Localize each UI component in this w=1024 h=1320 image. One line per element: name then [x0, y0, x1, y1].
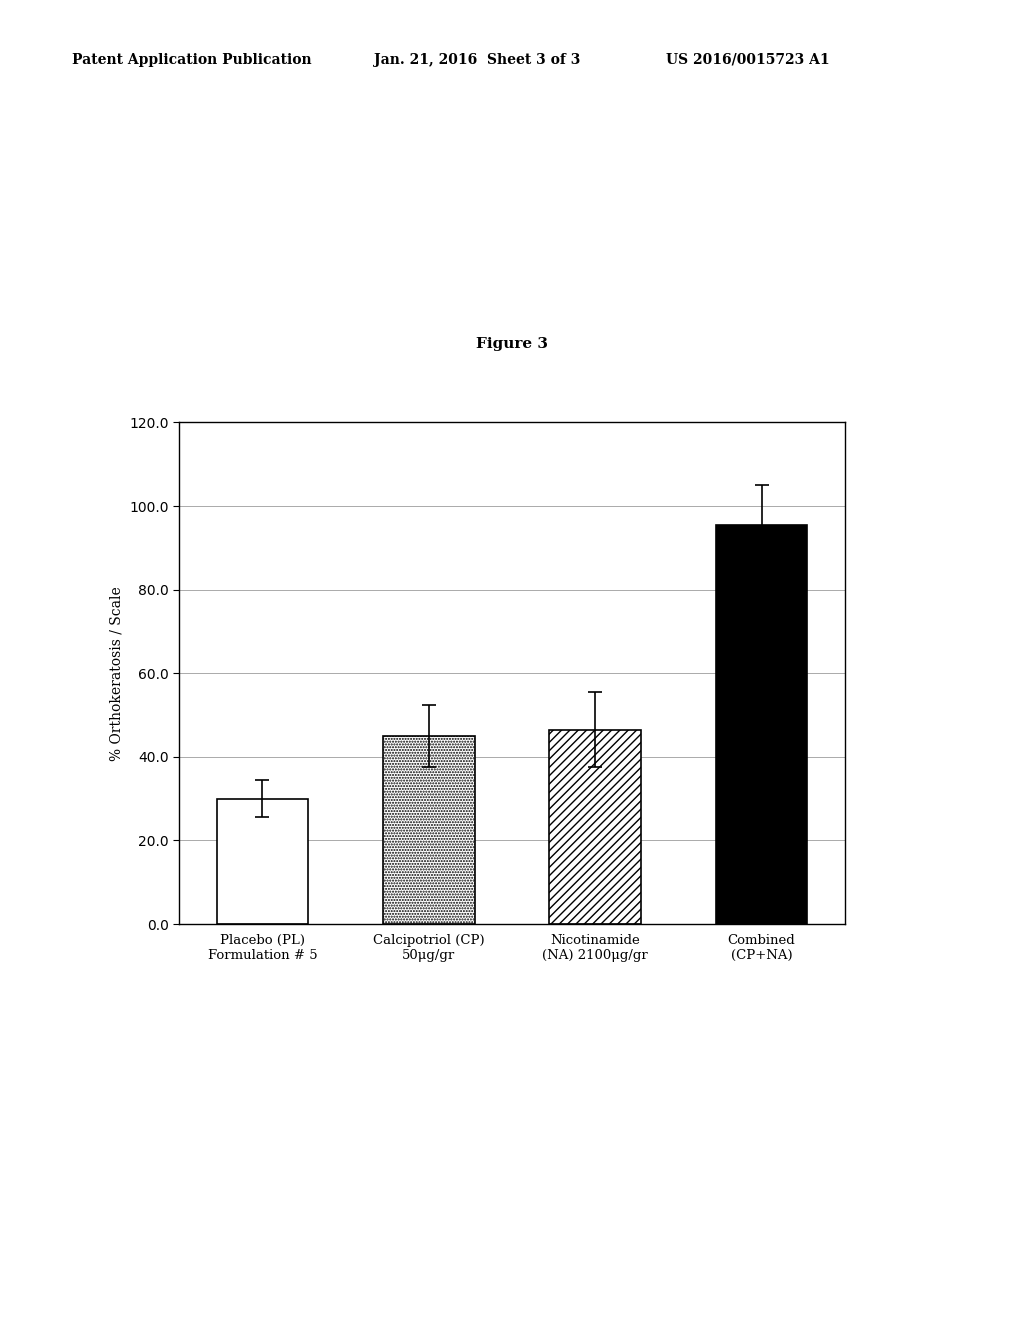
Text: Jan. 21, 2016  Sheet 3 of 3: Jan. 21, 2016 Sheet 3 of 3	[374, 53, 581, 67]
Bar	[716, 525, 807, 924]
Text: US 2016/0015723 A1: US 2016/0015723 A1	[666, 53, 829, 67]
Bar	[217, 799, 308, 924]
Bar	[550, 730, 641, 924]
Bar	[383, 737, 474, 924]
Y-axis label: % Orthokeratosis / Scale: % Orthokeratosis / Scale	[110, 586, 124, 760]
Text: Figure 3: Figure 3	[476, 337, 548, 351]
Text: Patent Application Publication: Patent Application Publication	[72, 53, 311, 67]
